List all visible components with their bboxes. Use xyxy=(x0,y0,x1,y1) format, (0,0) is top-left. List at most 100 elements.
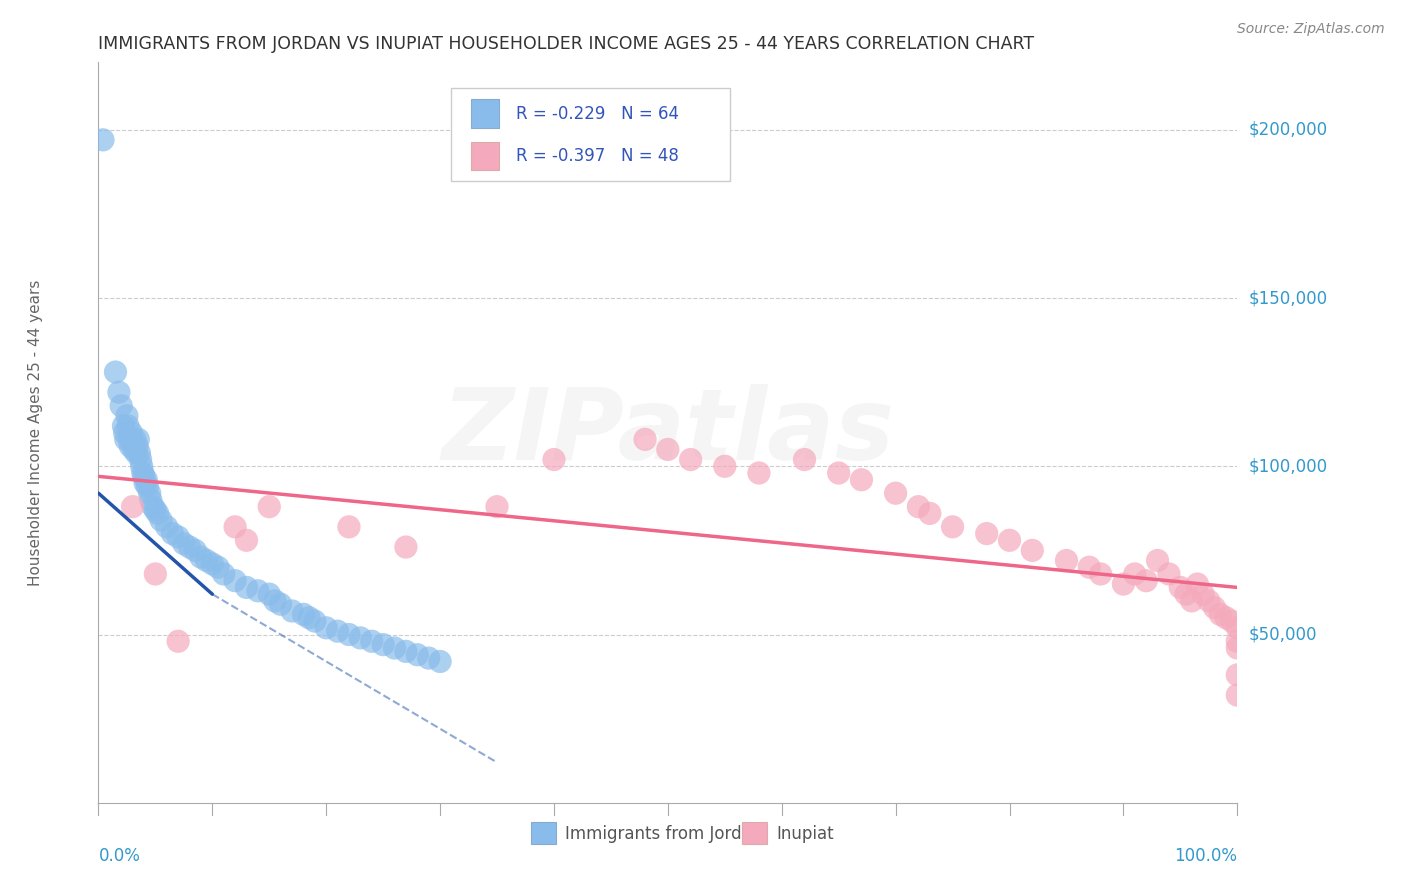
Point xyxy=(104,365,127,379)
Point xyxy=(281,604,304,618)
Point xyxy=(121,435,143,450)
Point xyxy=(1192,587,1215,601)
Point xyxy=(1181,594,1204,608)
Point xyxy=(918,507,941,521)
Text: $50,000: $50,000 xyxy=(1249,625,1317,643)
Point xyxy=(315,621,337,635)
Point xyxy=(1170,581,1192,595)
Point xyxy=(1226,668,1249,682)
Point xyxy=(304,614,326,628)
Text: $150,000: $150,000 xyxy=(1249,289,1327,307)
Text: $100,000: $100,000 xyxy=(1249,458,1327,475)
FancyBboxPatch shape xyxy=(451,88,731,181)
Point xyxy=(418,651,440,665)
Point xyxy=(136,479,159,493)
Point xyxy=(114,433,136,447)
Point xyxy=(114,425,136,440)
Point xyxy=(134,476,156,491)
Point xyxy=(132,469,155,483)
Point xyxy=(429,655,451,669)
Point xyxy=(1226,688,1249,702)
Point xyxy=(1090,566,1112,581)
Point xyxy=(326,624,349,639)
Point xyxy=(118,433,141,447)
Text: R = -0.397   N = 48: R = -0.397 N = 48 xyxy=(516,146,679,165)
Point xyxy=(543,452,565,467)
Point xyxy=(162,526,184,541)
Point xyxy=(122,442,145,457)
Point xyxy=(748,466,770,480)
Bar xyxy=(742,822,766,844)
Point xyxy=(150,513,173,527)
Point xyxy=(145,503,167,517)
Point xyxy=(138,486,160,500)
Text: Source: ZipAtlas.com: Source: ZipAtlas.com xyxy=(1237,22,1385,37)
Point xyxy=(121,500,143,514)
Point xyxy=(634,433,657,447)
Point xyxy=(270,597,292,611)
Text: 100.0%: 100.0% xyxy=(1174,847,1237,865)
Point xyxy=(156,520,179,534)
Point xyxy=(235,581,257,595)
Point xyxy=(120,425,142,440)
Point xyxy=(108,385,131,400)
Text: IMMIGRANTS FROM JORDAN VS INUPIAT HOUSEHOLDER INCOME AGES 25 - 44 YEARS CORRELAT: IMMIGRANTS FROM JORDAN VS INUPIAT HOUSEH… xyxy=(98,35,1035,53)
Point xyxy=(127,439,149,453)
Point xyxy=(1146,553,1168,567)
Point xyxy=(1123,566,1146,581)
Point xyxy=(124,433,146,447)
Text: ZIPatlas: ZIPatlas xyxy=(441,384,894,481)
Point xyxy=(235,533,257,548)
Point xyxy=(337,520,360,534)
Point xyxy=(259,500,281,514)
Point xyxy=(793,452,815,467)
Point xyxy=(120,439,142,453)
Point xyxy=(125,446,148,460)
Point xyxy=(1226,634,1249,648)
Point xyxy=(298,610,321,624)
Point xyxy=(1021,543,1043,558)
Point xyxy=(146,507,169,521)
Point xyxy=(1078,560,1101,574)
Text: Inupiat: Inupiat xyxy=(776,825,834,843)
Point xyxy=(1175,587,1198,601)
Point xyxy=(212,566,235,581)
Bar xyxy=(471,142,499,169)
Point xyxy=(395,540,418,554)
Point xyxy=(384,640,406,655)
Point xyxy=(349,631,371,645)
Point xyxy=(1157,566,1180,581)
Point xyxy=(486,500,509,514)
Point xyxy=(128,446,150,460)
Point xyxy=(112,418,135,433)
Point xyxy=(828,466,851,480)
Point xyxy=(110,399,132,413)
Point xyxy=(184,543,207,558)
Point xyxy=(406,648,429,662)
Point xyxy=(1187,577,1209,591)
Point xyxy=(998,533,1021,548)
Point xyxy=(207,560,229,574)
Point xyxy=(246,583,269,598)
Point xyxy=(115,409,138,423)
Point xyxy=(117,418,139,433)
Text: R = -0.229   N = 64: R = -0.229 N = 64 xyxy=(516,104,679,122)
Point xyxy=(173,536,195,550)
Point xyxy=(264,594,287,608)
Point xyxy=(139,492,162,507)
Bar xyxy=(471,99,499,128)
Point xyxy=(259,587,281,601)
Point xyxy=(1112,577,1135,591)
Point xyxy=(1226,640,1249,655)
Point xyxy=(851,473,873,487)
Point xyxy=(145,566,167,581)
Point xyxy=(131,459,153,474)
Point xyxy=(179,540,201,554)
Point xyxy=(127,433,149,447)
Text: $200,000: $200,000 xyxy=(1249,120,1327,139)
Point xyxy=(201,557,224,571)
Point xyxy=(907,500,929,514)
Point xyxy=(190,550,212,565)
Point xyxy=(657,442,679,457)
Point xyxy=(167,530,190,544)
